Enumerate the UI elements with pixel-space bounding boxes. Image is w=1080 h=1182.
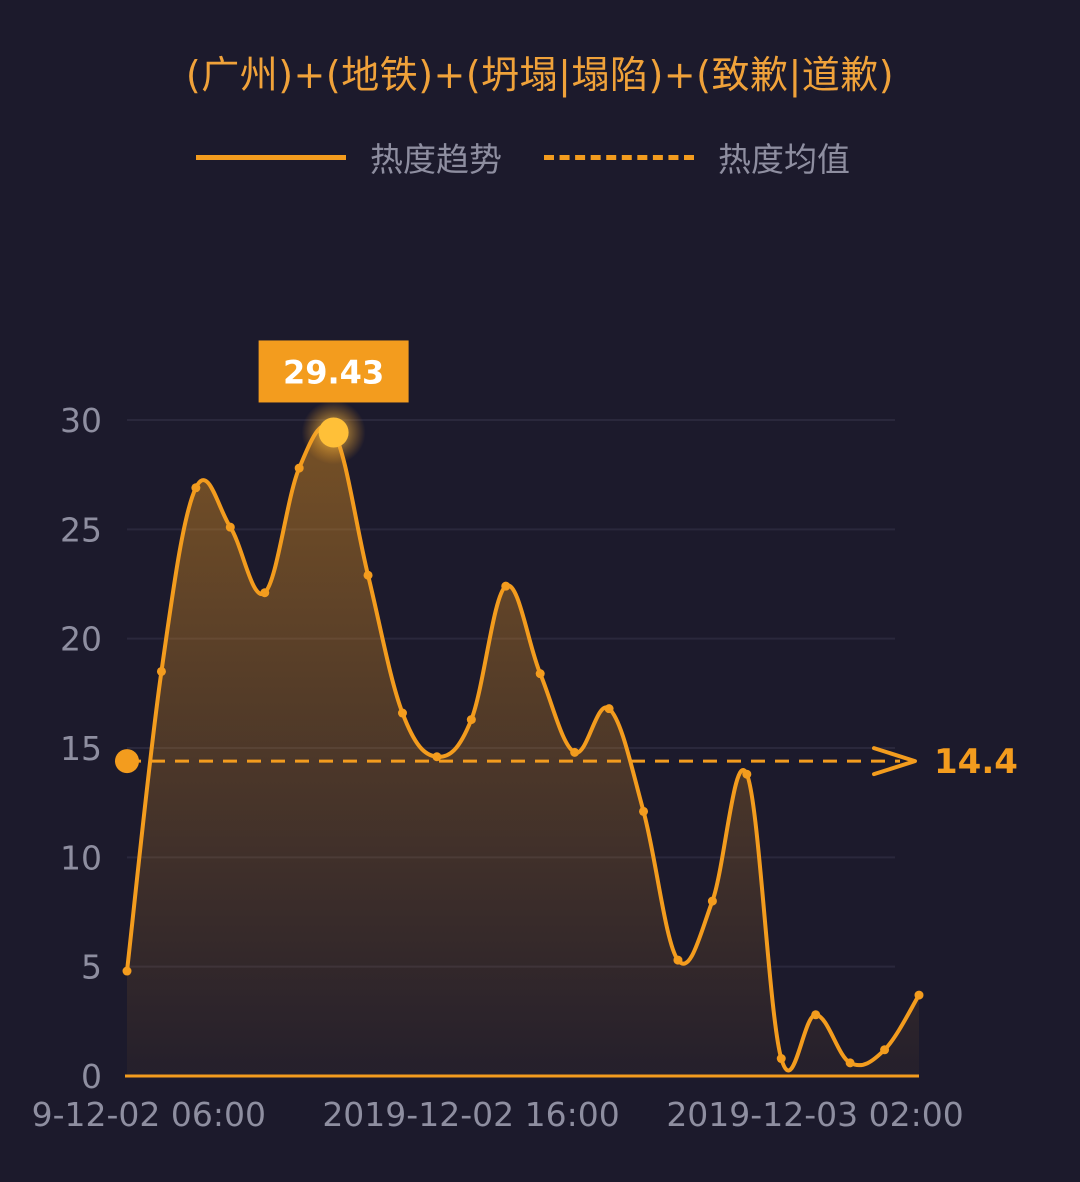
chart-title: (广州)+(地铁)+(坍塌|塌陷)+(致歉|道歉) — [185, 53, 895, 97]
data-point[interactable] — [535, 669, 545, 679]
legend-item-trend[interactable]: 热度趋势 — [196, 132, 502, 182]
data-point[interactable] — [776, 1054, 786, 1064]
data-point[interactable] — [673, 955, 683, 965]
y-tick-label: 20 — [60, 620, 102, 659]
y-tick-label: 15 — [60, 729, 102, 768]
data-point[interactable] — [604, 704, 614, 714]
x-tick-label: 2019-12-02 16:00 — [322, 1095, 619, 1134]
average-start-dot — [115, 749, 139, 774]
data-point[interactable] — [294, 463, 304, 473]
data-point[interactable] — [363, 570, 373, 580]
data-point[interactable] — [397, 708, 407, 718]
peak-point[interactable] — [318, 417, 349, 448]
data-point[interactable] — [466, 715, 476, 725]
data-point[interactable] — [432, 752, 442, 762]
peak-label-box — [258, 340, 409, 403]
data-point[interactable] — [742, 769, 752, 779]
y-tick-label: 25 — [60, 510, 102, 549]
data-point[interactable] — [845, 1058, 855, 1068]
legend-swatch-solid — [196, 154, 346, 160]
data-point[interactable] — [122, 966, 132, 976]
data-point[interactable] — [639, 806, 649, 816]
data-point[interactable] — [880, 1045, 890, 1055]
peak-label: 29.43 — [283, 353, 384, 391]
average-value-label: 14.4 — [934, 742, 1018, 782]
data-point[interactable] — [191, 483, 201, 493]
data-point[interactable] — [225, 522, 235, 532]
y-tick-label: 10 — [60, 838, 102, 877]
data-point[interactable] — [811, 1010, 821, 1020]
legend-label-trend: 热度趋势 — [370, 140, 502, 179]
y-tick-label: 30 — [60, 401, 102, 440]
legend-label-average: 热度均值 — [718, 140, 850, 179]
data-point[interactable] — [156, 666, 166, 676]
x-tick-label: 9-12-02 06:00 — [32, 1095, 266, 1134]
data-point[interactable] — [501, 581, 511, 591]
trend-line[interactable] — [125, 423, 921, 1073]
legend: 热度趋势 热度均值 — [0, 132, 1080, 182]
y-tick-label: 0 — [81, 1057, 102, 1096]
x-tick-label: 2019-12-03 02:00 — [666, 1095, 963, 1134]
data-point[interactable] — [570, 747, 580, 757]
legend-swatch-dashed — [544, 154, 694, 160]
data-point[interactable] — [707, 896, 717, 906]
trend-area — [127, 425, 919, 1076]
data-point[interactable] — [914, 990, 924, 1000]
data-point[interactable] — [260, 588, 270, 598]
average-arrow-icon — [872, 746, 917, 777]
legend-item-average[interactable]: 热度均值 — [544, 132, 850, 182]
y-tick-label: 5 — [81, 948, 102, 987]
